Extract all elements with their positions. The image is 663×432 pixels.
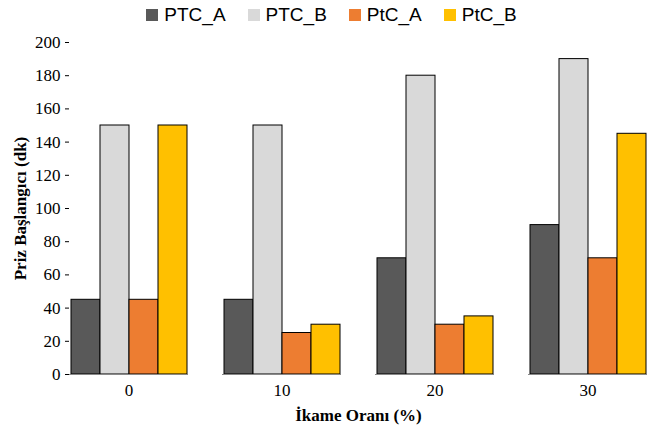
svg-text:60: 60	[44, 265, 61, 284]
svg-text:160: 160	[35, 99, 61, 118]
svg-text:80: 80	[44, 232, 61, 251]
svg-text:Priz Başlangıcı (dk): Priz Başlangıcı (dk)	[11, 137, 30, 281]
svg-text:20: 20	[44, 332, 61, 351]
html-text:PtC_A: PtC_A	[366, 4, 422, 25]
html-text:PTC_B: PTC_B	[265, 4, 327, 25]
svg-text:100: 100	[35, 199, 61, 218]
html-text:PtC_B: PtC_B	[461, 4, 517, 25]
svg-text:0: 0	[125, 381, 134, 400]
svg-text:40: 40	[44, 299, 61, 318]
html-text:PTC_A: PTC_A	[164, 4, 226, 25]
svg-text:0: 0	[52, 365, 61, 384]
svg-text:200: 200	[35, 33, 61, 52]
svg-text:İkame Oranı (%): İkame Oranı (%)	[295, 406, 422, 425]
svg-text:120: 120	[35, 166, 61, 185]
svg-text:140: 140	[35, 133, 61, 152]
svg-text:10: 10	[274, 381, 291, 400]
svg-text:20: 20	[427, 381, 444, 400]
svg-text:180: 180	[35, 66, 61, 85]
svg-text:30: 30	[580, 381, 597, 400]
